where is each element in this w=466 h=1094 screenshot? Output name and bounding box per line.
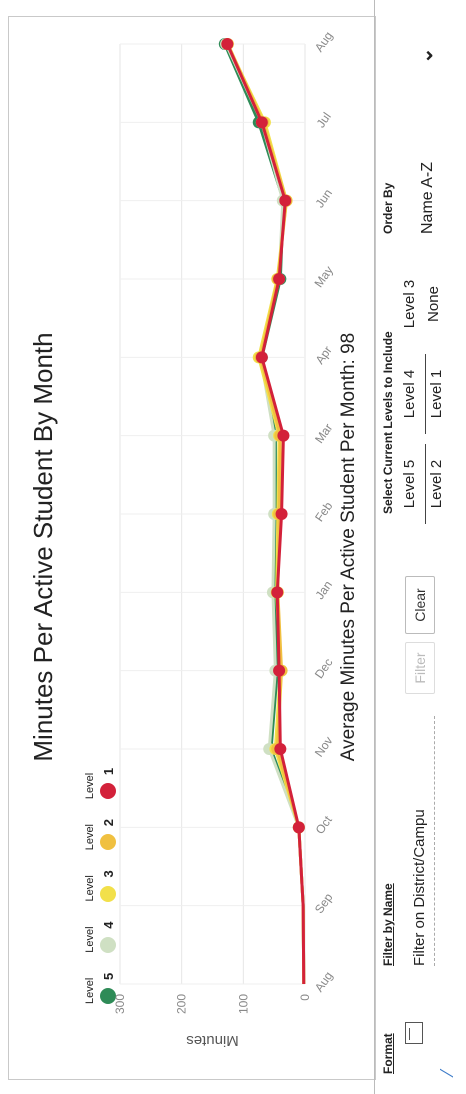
data-point-level-1: [274, 743, 287, 755]
level-5-option[interactable]: Level 5: [401, 459, 418, 509]
order-select[interactable]: Name A-Z: [419, 161, 436, 234]
line-chart: 0 100 200 300 Aug Sep Oct Nov Dec Jan Feb Mar Apr May…: [113, 29, 335, 1049]
data-point-level-1: [271, 586, 284, 599]
data-point-level-1: [277, 429, 290, 442]
legend-head: Level: [84, 875, 96, 902]
line-chart-format-icon[interactable]: ⁄: [437, 1070, 457, 1074]
y-tick-label: 300: [113, 994, 127, 1014]
chart-title: Minutes Per Active Student By Month: [28, 332, 58, 762]
x-tick-label: Mar: [312, 421, 335, 446]
level-4-option[interactable]: Level 4: [401, 369, 418, 419]
level-2-option[interactable]: Level 2: [425, 444, 445, 524]
table-format-icon[interactable]: [405, 1022, 423, 1044]
filter-label: Filter by Name: [381, 883, 395, 966]
levels-label: Select Current Levels to Include: [381, 331, 395, 514]
format-label: Format: [381, 1033, 395, 1074]
x-tick-label: Nov: [312, 734, 335, 760]
legend-head: Level: [84, 977, 96, 1004]
x-tick-label: Feb: [312, 499, 335, 524]
x-tick-label: Dec: [312, 656, 335, 682]
data-point-level-1: [275, 508, 288, 520]
order-label: Order By: [381, 182, 395, 234]
x-tick-label: Aug: [312, 29, 335, 55]
average-minutes-text: Average Minutes Per Active Student Per M…: [338, 332, 359, 762]
filter-button[interactable]: Filter: [405, 642, 435, 694]
x-tick-label: Oct: [313, 813, 335, 837]
y-tick-label: 200: [175, 994, 189, 1014]
filter-input[interactable]: Filter on District/Campu: [411, 716, 435, 966]
legend-head: Level: [84, 772, 96, 800]
level-1-option[interactable]: Level 1: [425, 354, 445, 434]
data-point-level-1: [279, 194, 292, 207]
data-point-level-1: [255, 351, 268, 364]
y-tick-label: 0: [298, 994, 312, 1001]
y-axis-label: Minutes: [186, 1032, 239, 1049]
x-tick-label: May: [311, 263, 335, 290]
y-tick-label: 100: [236, 994, 250, 1014]
x-tick-label: Jul: [314, 110, 334, 131]
clear-button[interactable]: Clear: [405, 576, 435, 634]
legend-head: Level: [84, 824, 96, 851]
data-point-level-1: [255, 116, 268, 129]
data-point-level-1: [273, 664, 286, 677]
data-point-level-1: [292, 821, 305, 834]
level-3-option[interactable]: Level 3: [401, 279, 418, 329]
legend-head: Level: [84, 926, 96, 953]
data-point-level-1: [273, 273, 286, 285]
x-tick-label: Apr: [313, 343, 335, 366]
chevron-down-icon[interactable]: ⌄: [415, 47, 437, 64]
x-tick-label: Sep: [312, 890, 335, 916]
level-none-option[interactable]: None: [425, 286, 442, 322]
x-tick-label: Jan: [312, 578, 335, 602]
data-point-level-1: [221, 38, 234, 50]
x-tick-label: Aug: [312, 969, 335, 995]
controls-bar: Format ⁄ Filter by Name Filter on Distri…: [374, 0, 466, 1094]
x-tick-label: Jun: [312, 186, 335, 210]
